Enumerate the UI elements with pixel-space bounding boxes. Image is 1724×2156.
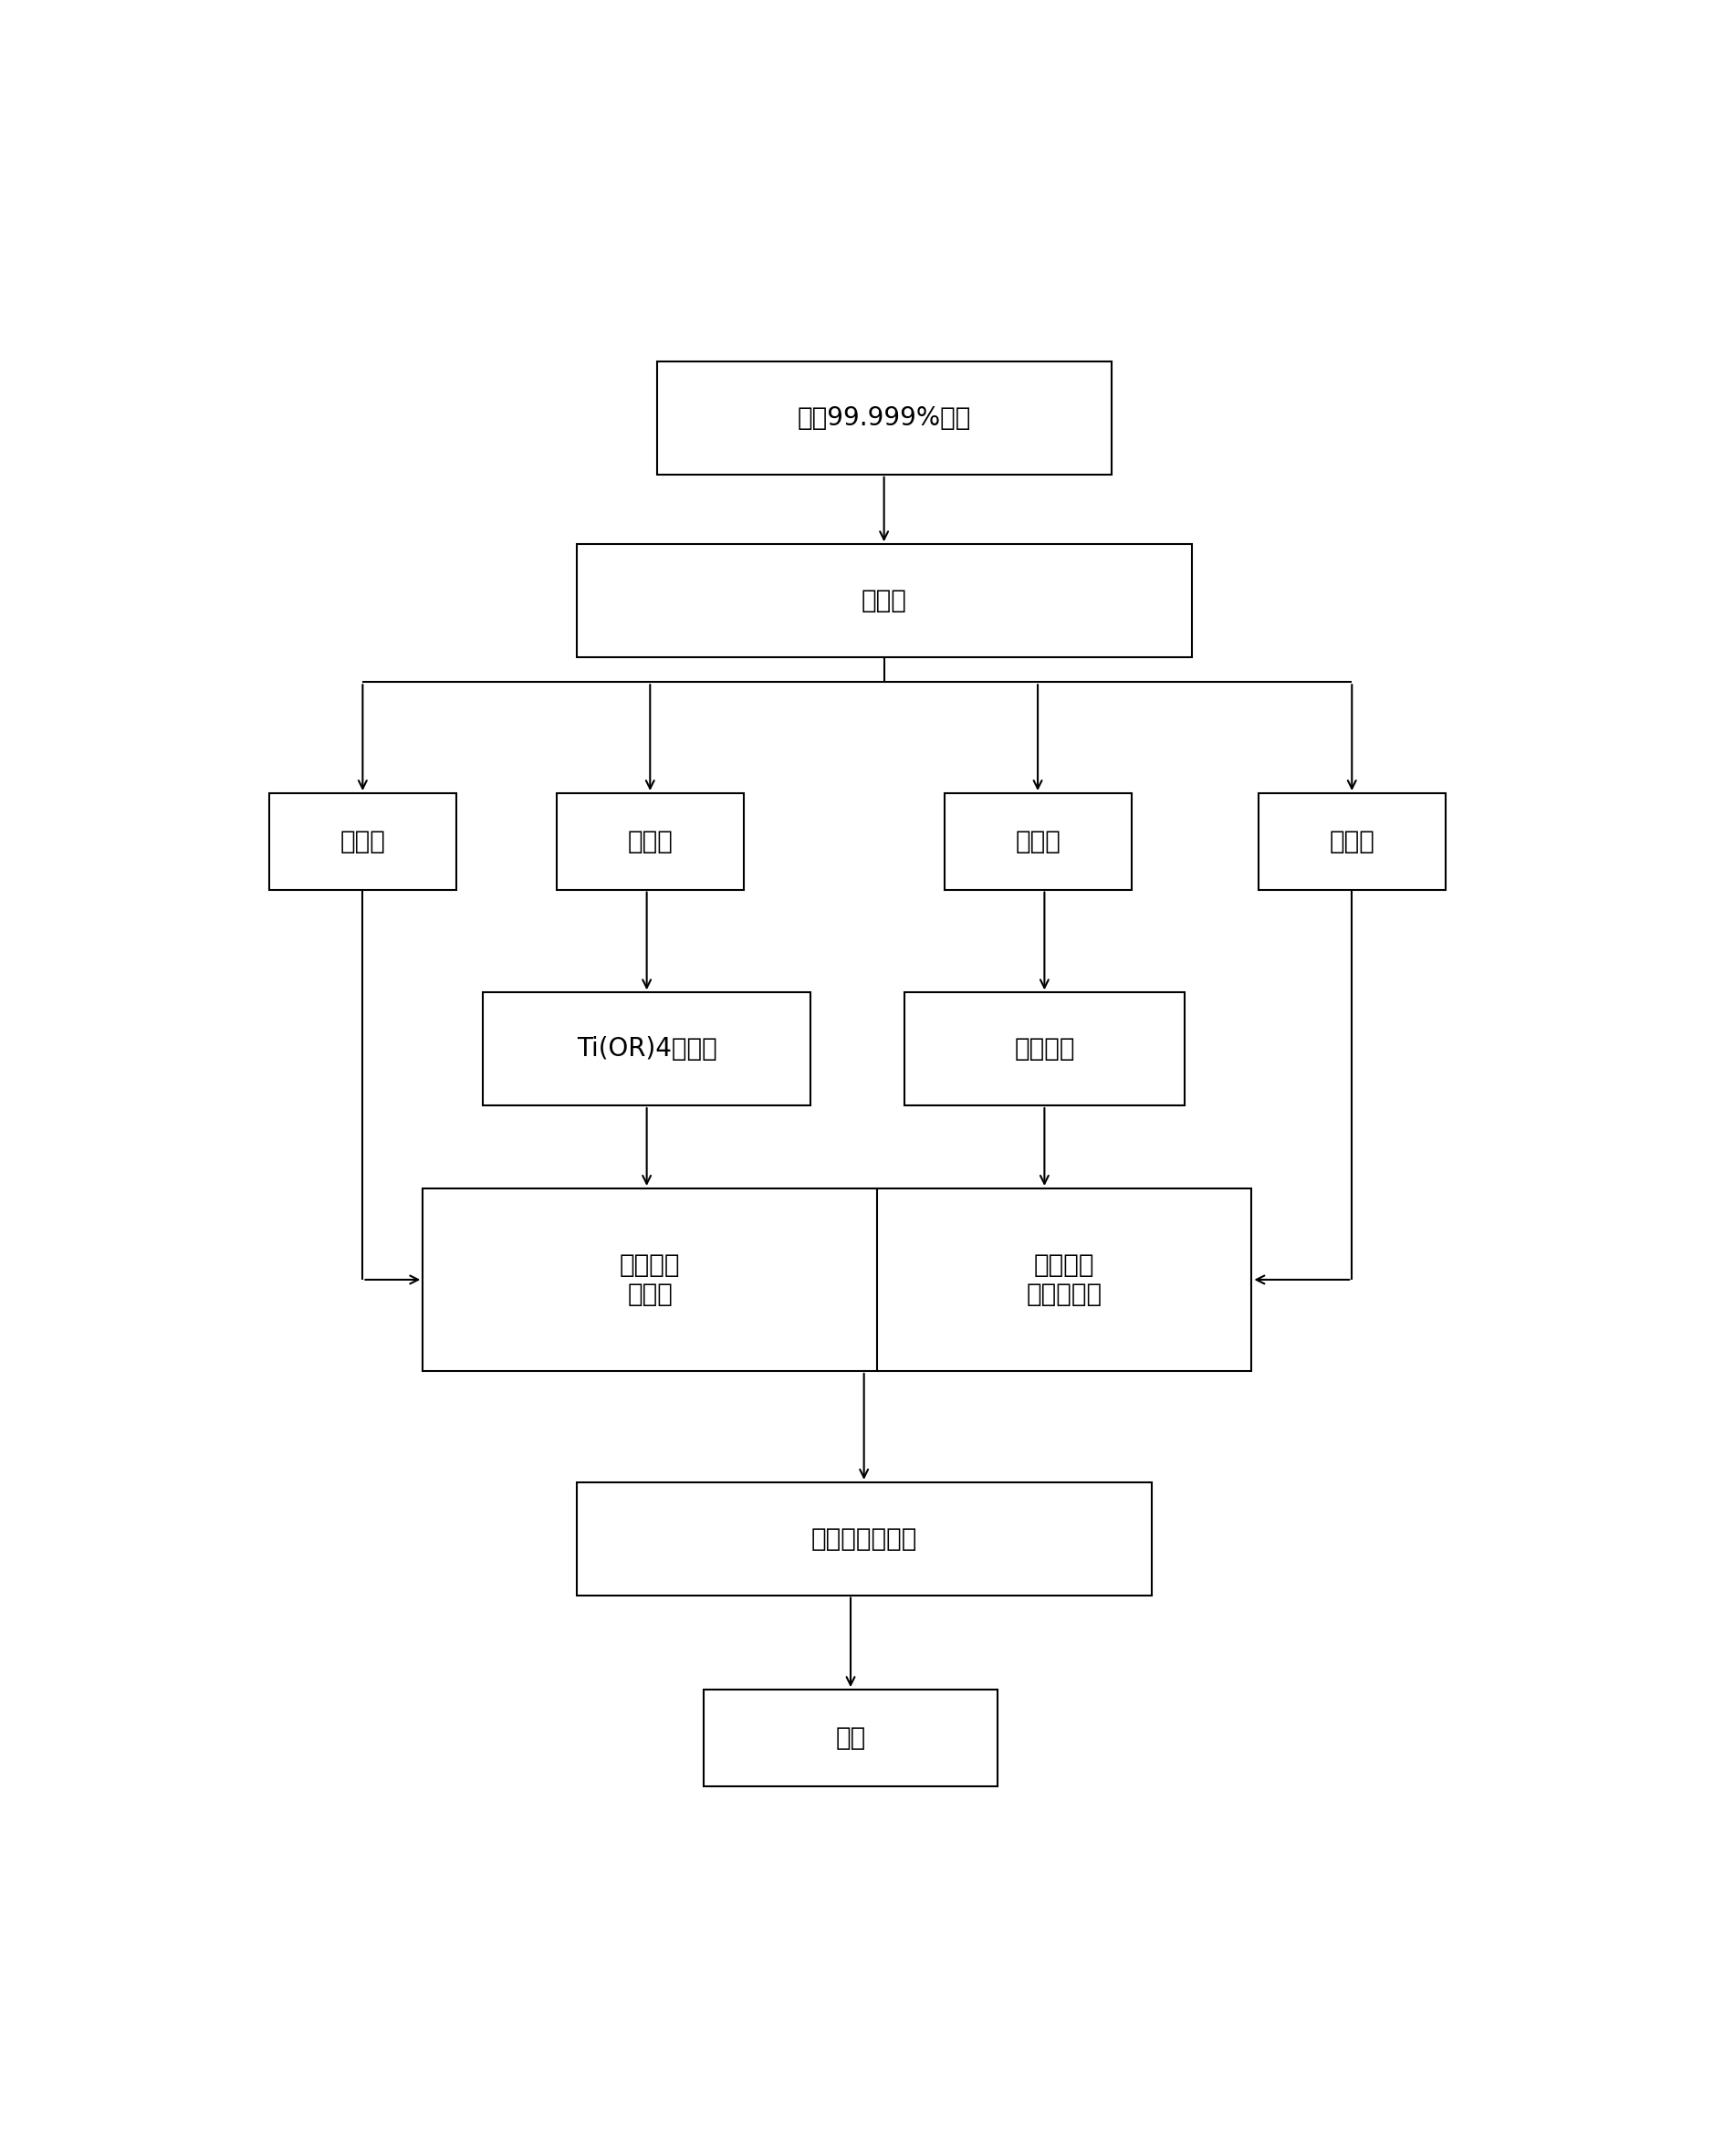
Text: 流量计: 流量计 bbox=[1329, 828, 1374, 854]
Text: 纯化器: 纯化器 bbox=[860, 589, 907, 614]
Text: 水气化器: 水气化器 bbox=[1014, 1037, 1074, 1061]
Text: 排放: 排放 bbox=[834, 1725, 865, 1751]
Text: 反应器的
混合段: 反应器的 混合段 bbox=[619, 1253, 679, 1307]
Bar bbox=[269, 793, 455, 890]
Text: 流量计: 流量计 bbox=[1014, 828, 1060, 854]
Text: 反应器的
水解反应段: 反应器的 水解反应段 bbox=[1026, 1253, 1102, 1307]
Text: 尾气过滤、净化: 尾气过滤、净化 bbox=[810, 1526, 917, 1552]
Bar bbox=[703, 1690, 996, 1785]
Bar bbox=[657, 362, 1110, 474]
Text: 流量计: 流量计 bbox=[340, 828, 384, 854]
Text: 纯度99.999%氮气: 纯度99.999%氮气 bbox=[796, 405, 971, 431]
Bar bbox=[422, 1188, 1252, 1371]
Bar bbox=[576, 543, 1191, 658]
Bar bbox=[903, 992, 1184, 1106]
Bar bbox=[557, 793, 743, 890]
Bar bbox=[943, 793, 1131, 890]
Text: Ti(OR)4气化器: Ti(OR)4气化器 bbox=[576, 1037, 717, 1061]
Bar bbox=[576, 1481, 1152, 1595]
Bar bbox=[1259, 793, 1445, 890]
Text: 流量计: 流量计 bbox=[628, 828, 672, 854]
Bar bbox=[483, 992, 810, 1106]
